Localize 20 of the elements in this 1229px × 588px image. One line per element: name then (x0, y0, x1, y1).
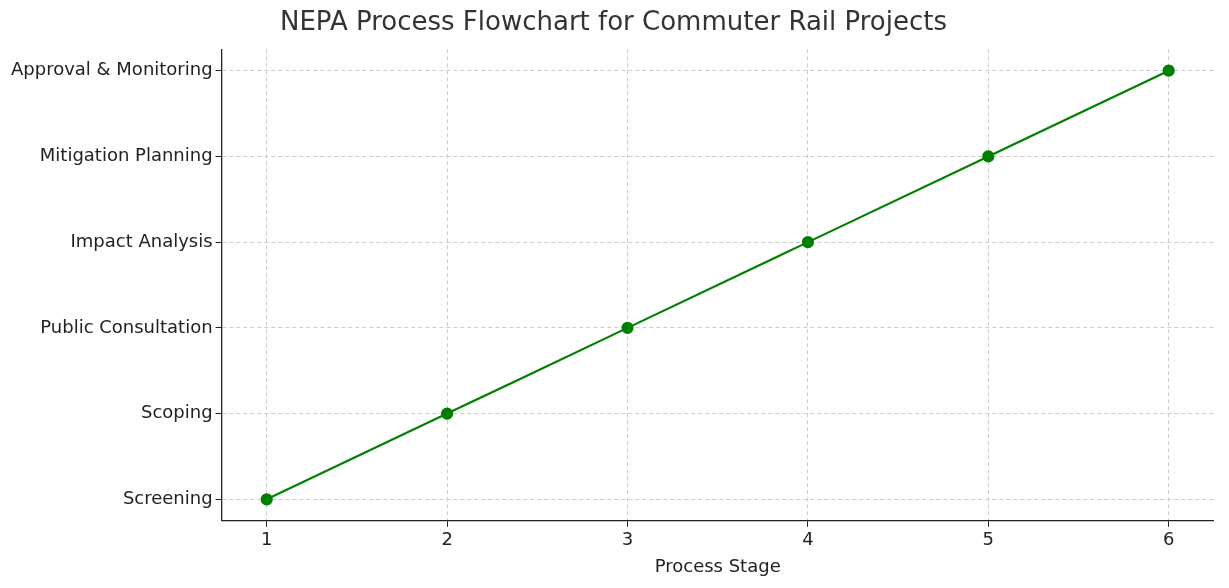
x-axis-title: Process Stage (654, 554, 781, 576)
x-tick-label: 1 (260, 528, 273, 550)
chart-title: NEPA Process Flowchart for Commuter Rail Projects (279, 6, 948, 37)
point (441, 407, 454, 420)
point (1162, 64, 1175, 77)
point (260, 493, 273, 506)
y-tick-label: Screening (122, 487, 213, 509)
point (982, 150, 995, 163)
point (801, 236, 814, 249)
x-tick-label: 4 (802, 528, 814, 550)
x-tick-label: 6 (1162, 528, 1175, 550)
point (621, 321, 634, 334)
y-tick-label: Public Consultation (40, 315, 213, 337)
x-tick-label: 5 (982, 528, 995, 550)
y-tick-label: Mitigation Planning (39, 144, 213, 166)
y-tick-label: Impact Analysis (70, 229, 213, 251)
x-tick-label: 2 (441, 528, 453, 550)
x-tick-label: 3 (621, 528, 634, 550)
y-tick-label: Approval & Monitoring (10, 58, 213, 80)
y-tick-label: Scoping (140, 401, 213, 423)
